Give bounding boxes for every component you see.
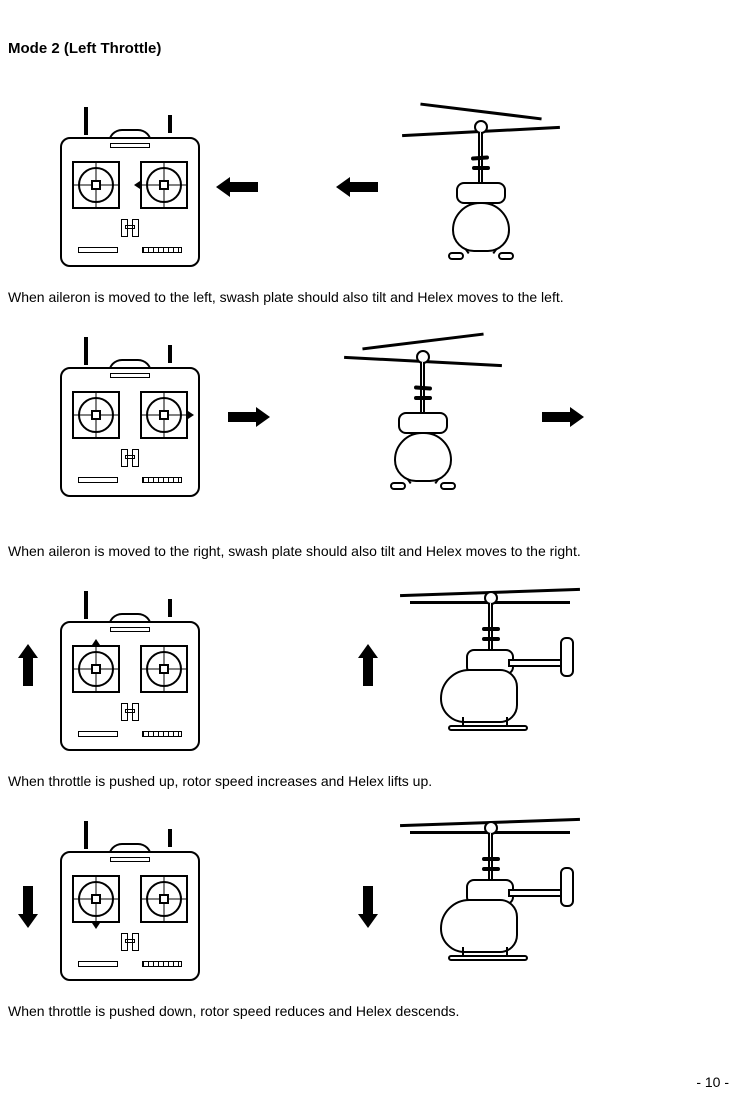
arrow-left-icon: [228, 182, 258, 192]
caption-throttle-up: When throttle is pushed up, rotor speed …: [8, 773, 731, 789]
row-aileron-right: [8, 327, 731, 507]
arrow-right-icon: [228, 412, 258, 422]
transmitter-aileron-left: [60, 107, 200, 267]
row-throttle-up: [8, 581, 731, 761]
caption-aileron-left: When aileron is moved to the left, swash…: [8, 289, 731, 305]
heli-arrow-left-icon: [348, 182, 378, 192]
helicopter-side-down: [400, 811, 580, 991]
right-stick-right-icon: [188, 411, 194, 419]
heli-arrow-up-icon: [363, 656, 373, 686]
helicopter-front-left: [406, 102, 556, 272]
heli-arrow-right-icon: [542, 412, 572, 422]
row-aileron-left: [8, 97, 731, 277]
left-stick-down-icon: [92, 923, 100, 929]
left-stick-up-icon: [92, 639, 100, 645]
helicopter-side-up: [400, 581, 580, 761]
arrow-up-icon: [23, 656, 33, 686]
row-throttle-down: [8, 811, 731, 991]
right-stick-left-icon: [134, 181, 140, 189]
caption-throttle-down: When throttle is pushed down, rotor spee…: [8, 1003, 731, 1019]
arrow-down-icon: [23, 886, 33, 916]
heli-arrow-down-icon: [363, 886, 373, 916]
mode2-heading: Mode 2 (Left Throttle): [8, 40, 731, 57]
page-number: - 10 -: [696, 1074, 729, 1090]
caption-aileron-right: When aileron is moved to the right, swas…: [8, 543, 731, 559]
helicopter-front-right: [348, 332, 498, 502]
transmitter-aileron-right: [60, 337, 200, 497]
transmitter-throttle-up: [60, 591, 200, 751]
transmitter-throttle-down: [60, 821, 200, 981]
